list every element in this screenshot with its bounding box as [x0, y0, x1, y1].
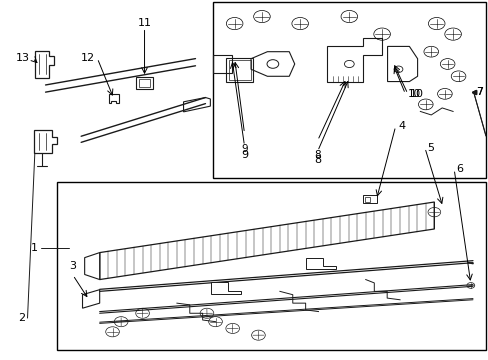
Text: 7: 7	[475, 87, 482, 97]
Polygon shape	[305, 258, 335, 269]
Bar	[57, 182, 485, 350]
Text: 11: 11	[137, 18, 151, 28]
Text: 10: 10	[407, 89, 420, 99]
Text: 1: 1	[31, 243, 38, 253]
Text: 7: 7	[475, 87, 482, 97]
Text: 3: 3	[69, 261, 76, 271]
Bar	[362, 195, 377, 203]
Bar	[226, 58, 253, 82]
Polygon shape	[211, 282, 241, 294]
Bar	[365, 197, 369, 202]
Text: 9: 9	[241, 144, 247, 154]
Bar	[136, 77, 153, 89]
Polygon shape	[84, 253, 100, 280]
Bar	[212, 3, 485, 178]
Text: 8: 8	[314, 149, 320, 159]
Text: 5: 5	[427, 143, 433, 153]
Text: 13: 13	[16, 53, 30, 63]
Bar	[228, 60, 250, 80]
Text: 4: 4	[397, 121, 405, 131]
Polygon shape	[82, 290, 100, 308]
Bar	[139, 78, 150, 87]
Text: 6: 6	[456, 164, 463, 174]
Text: 12: 12	[81, 53, 95, 63]
Text: 8: 8	[313, 155, 321, 165]
Text: 2: 2	[18, 313, 25, 323]
Bar	[212, 55, 232, 73]
Text: 10: 10	[409, 89, 424, 99]
Text: 9: 9	[241, 149, 247, 159]
